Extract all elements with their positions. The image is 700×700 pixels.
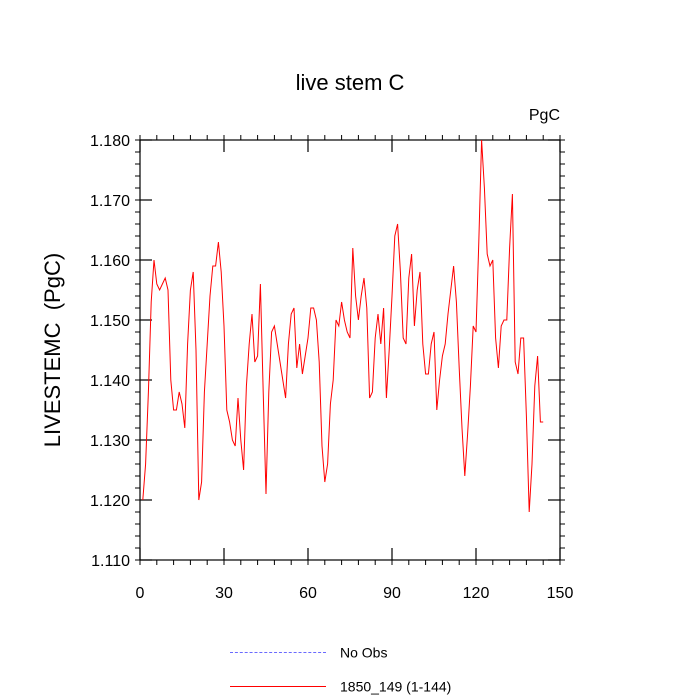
legend-label-no-obs: No Obs	[340, 644, 388, 661]
x-tick-label: 90	[383, 585, 401, 602]
y-tick-label: 1.110	[91, 553, 130, 570]
chart-title: live stem C	[295, 70, 405, 95]
legend-item-no-obs: No Obs	[230, 643, 387, 660]
y-tick-label: 1.180	[90, 133, 130, 150]
legend-swatch-1850-149	[230, 685, 326, 687]
units-label: PgC	[528, 107, 560, 124]
x-tick-label: 60	[299, 585, 317, 602]
y-tick-label: 1.130	[90, 433, 130, 450]
x-tick-label: 120	[463, 585, 490, 602]
legend-item-1850-149: 1850_149 (1-144)	[230, 677, 451, 694]
y-tick-label: 1.150	[90, 313, 130, 330]
series-line-1	[142, 139, 544, 513]
legend-swatch-no-obs	[230, 651, 326, 653]
tick-labels: 0 30 60 90 120 150 1.110 1.120 1.130 1.140 1.150 1.…	[90, 133, 573, 602]
y-tick-label: 1.160	[90, 253, 130, 270]
x-tick-label: 0	[136, 585, 145, 602]
x-tick-label: 30	[215, 585, 233, 602]
y-tick-label: 1.140	[90, 373, 130, 390]
axis-ticks	[135, 135, 565, 565]
legend-label-1850-149: 1850_149 (1-144)	[340, 678, 452, 695]
plot-frame	[139, 139, 561, 561]
series-lines	[142, 139, 544, 513]
y-tick-label: 1.120	[90, 493, 130, 510]
x-tick-label: 150	[547, 585, 574, 602]
y-tick-label: 1.170	[90, 193, 130, 210]
